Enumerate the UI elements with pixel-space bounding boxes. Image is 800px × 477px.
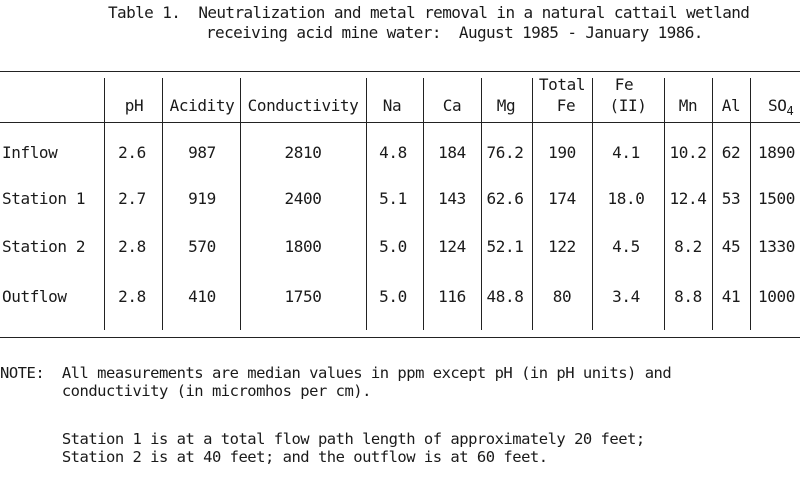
cell-conductivity: 1800 xyxy=(284,237,322,256)
cell-ca: 116 xyxy=(438,287,466,306)
column-divider xyxy=(240,78,241,330)
column-divider xyxy=(664,78,665,330)
column-divider xyxy=(532,78,533,330)
note-line-1: NOTE: All measurements are median values… xyxy=(0,364,672,382)
cell-ca: 124 xyxy=(438,237,466,256)
row-label: Station 1 xyxy=(2,189,86,208)
table-bottom-rule xyxy=(0,337,800,338)
column-divider xyxy=(592,78,593,330)
header-so4-subscript: 4 xyxy=(786,104,794,118)
note-line-4: Station 2 is at 40 feet; and the outflow… xyxy=(0,448,548,466)
cell-ph: 2.8 xyxy=(118,287,146,306)
column-divider xyxy=(481,78,482,330)
cell-mg: 52.1 xyxy=(486,237,524,256)
note-line-2: conductivity (in micromhos per cm). xyxy=(0,382,372,400)
cell-al: 45 xyxy=(721,237,741,256)
cell-mg: 48.8 xyxy=(486,287,524,306)
table-title-line-2: receiving acid mine water: August 1985 -… xyxy=(206,23,703,42)
cell-total-fe: 80 xyxy=(552,287,572,306)
column-divider xyxy=(423,78,424,330)
cell-ca: 184 xyxy=(438,143,466,162)
cell-al: 41 xyxy=(721,287,741,306)
cell-al: 62 xyxy=(721,143,741,162)
column-divider xyxy=(750,78,751,330)
header-na: Na xyxy=(382,96,402,115)
table-header-rule xyxy=(0,122,800,123)
row-label: Inflow xyxy=(2,143,58,162)
cell-mn: 8.8 xyxy=(674,287,702,306)
cell-total-fe: 174 xyxy=(548,189,576,208)
cell-fe2: 3.4 xyxy=(612,287,640,306)
cell-conductivity: 2810 xyxy=(284,143,322,162)
cell-total-fe: 122 xyxy=(548,237,576,256)
cell-na: 5.0 xyxy=(379,237,407,256)
cell-na: 5.1 xyxy=(379,189,407,208)
header-fe2-top: Fe xyxy=(614,75,634,94)
header-conductivity: Conductivity xyxy=(247,96,359,115)
cell-mg: 62.6 xyxy=(486,189,524,208)
cell-so4: 1500 xyxy=(758,189,795,208)
cell-mn: 8.2 xyxy=(674,237,702,256)
header-ph: pH xyxy=(124,96,144,115)
cell-na: 5.0 xyxy=(379,287,407,306)
cell-so4: 1330 xyxy=(758,237,795,256)
cell-acidity: 919 xyxy=(188,189,216,208)
note-line-3: Station 1 is at a total flow path length… xyxy=(0,430,645,448)
cell-al: 53 xyxy=(721,189,741,208)
column-divider xyxy=(104,78,105,330)
header-ca: Ca xyxy=(442,96,462,115)
row-label: Station 2 xyxy=(2,237,86,256)
header-total-fe-top: Total xyxy=(538,75,586,94)
cell-mn: 10.2 xyxy=(669,143,707,162)
table-top-rule xyxy=(0,71,800,72)
row-label: Outflow xyxy=(2,287,67,306)
header-mg: Mg xyxy=(496,96,516,115)
header-total-fe-bottom: Fe xyxy=(556,96,576,115)
cell-acidity: 410 xyxy=(188,287,216,306)
cell-fe2: 18.0 xyxy=(607,189,645,208)
column-divider xyxy=(162,78,163,330)
header-so4-main: SO xyxy=(768,96,787,115)
cell-na: 4.8 xyxy=(379,143,407,162)
cell-so4: 1890 xyxy=(758,143,795,162)
cell-mg: 76.2 xyxy=(486,143,524,162)
cell-ph: 2.8 xyxy=(118,237,146,256)
column-divider xyxy=(366,78,367,330)
header-acidity: Acidity xyxy=(169,96,235,115)
cell-conductivity: 2400 xyxy=(284,189,322,208)
header-al: Al xyxy=(721,96,741,115)
cell-mn: 12.4 xyxy=(669,189,707,208)
header-fe2-bottom: (II) xyxy=(609,96,647,115)
column-divider xyxy=(712,78,713,330)
cell-total-fe: 190 xyxy=(548,143,576,162)
header-so4: SO4 xyxy=(768,96,794,121)
cell-ph: 2.7 xyxy=(118,189,146,208)
cell-ca: 143 xyxy=(438,189,466,208)
cell-so4: 1000 xyxy=(758,287,795,306)
table-title-line-1: Table 1. Neutralization and metal remova… xyxy=(108,3,750,22)
cell-ph: 2.6 xyxy=(118,143,146,162)
cell-acidity: 570 xyxy=(188,237,216,256)
cell-fe2: 4.1 xyxy=(612,143,640,162)
header-mn: Mn xyxy=(678,96,698,115)
cell-acidity: 987 xyxy=(188,143,216,162)
cell-fe2: 4.5 xyxy=(612,237,640,256)
cell-conductivity: 1750 xyxy=(284,287,322,306)
